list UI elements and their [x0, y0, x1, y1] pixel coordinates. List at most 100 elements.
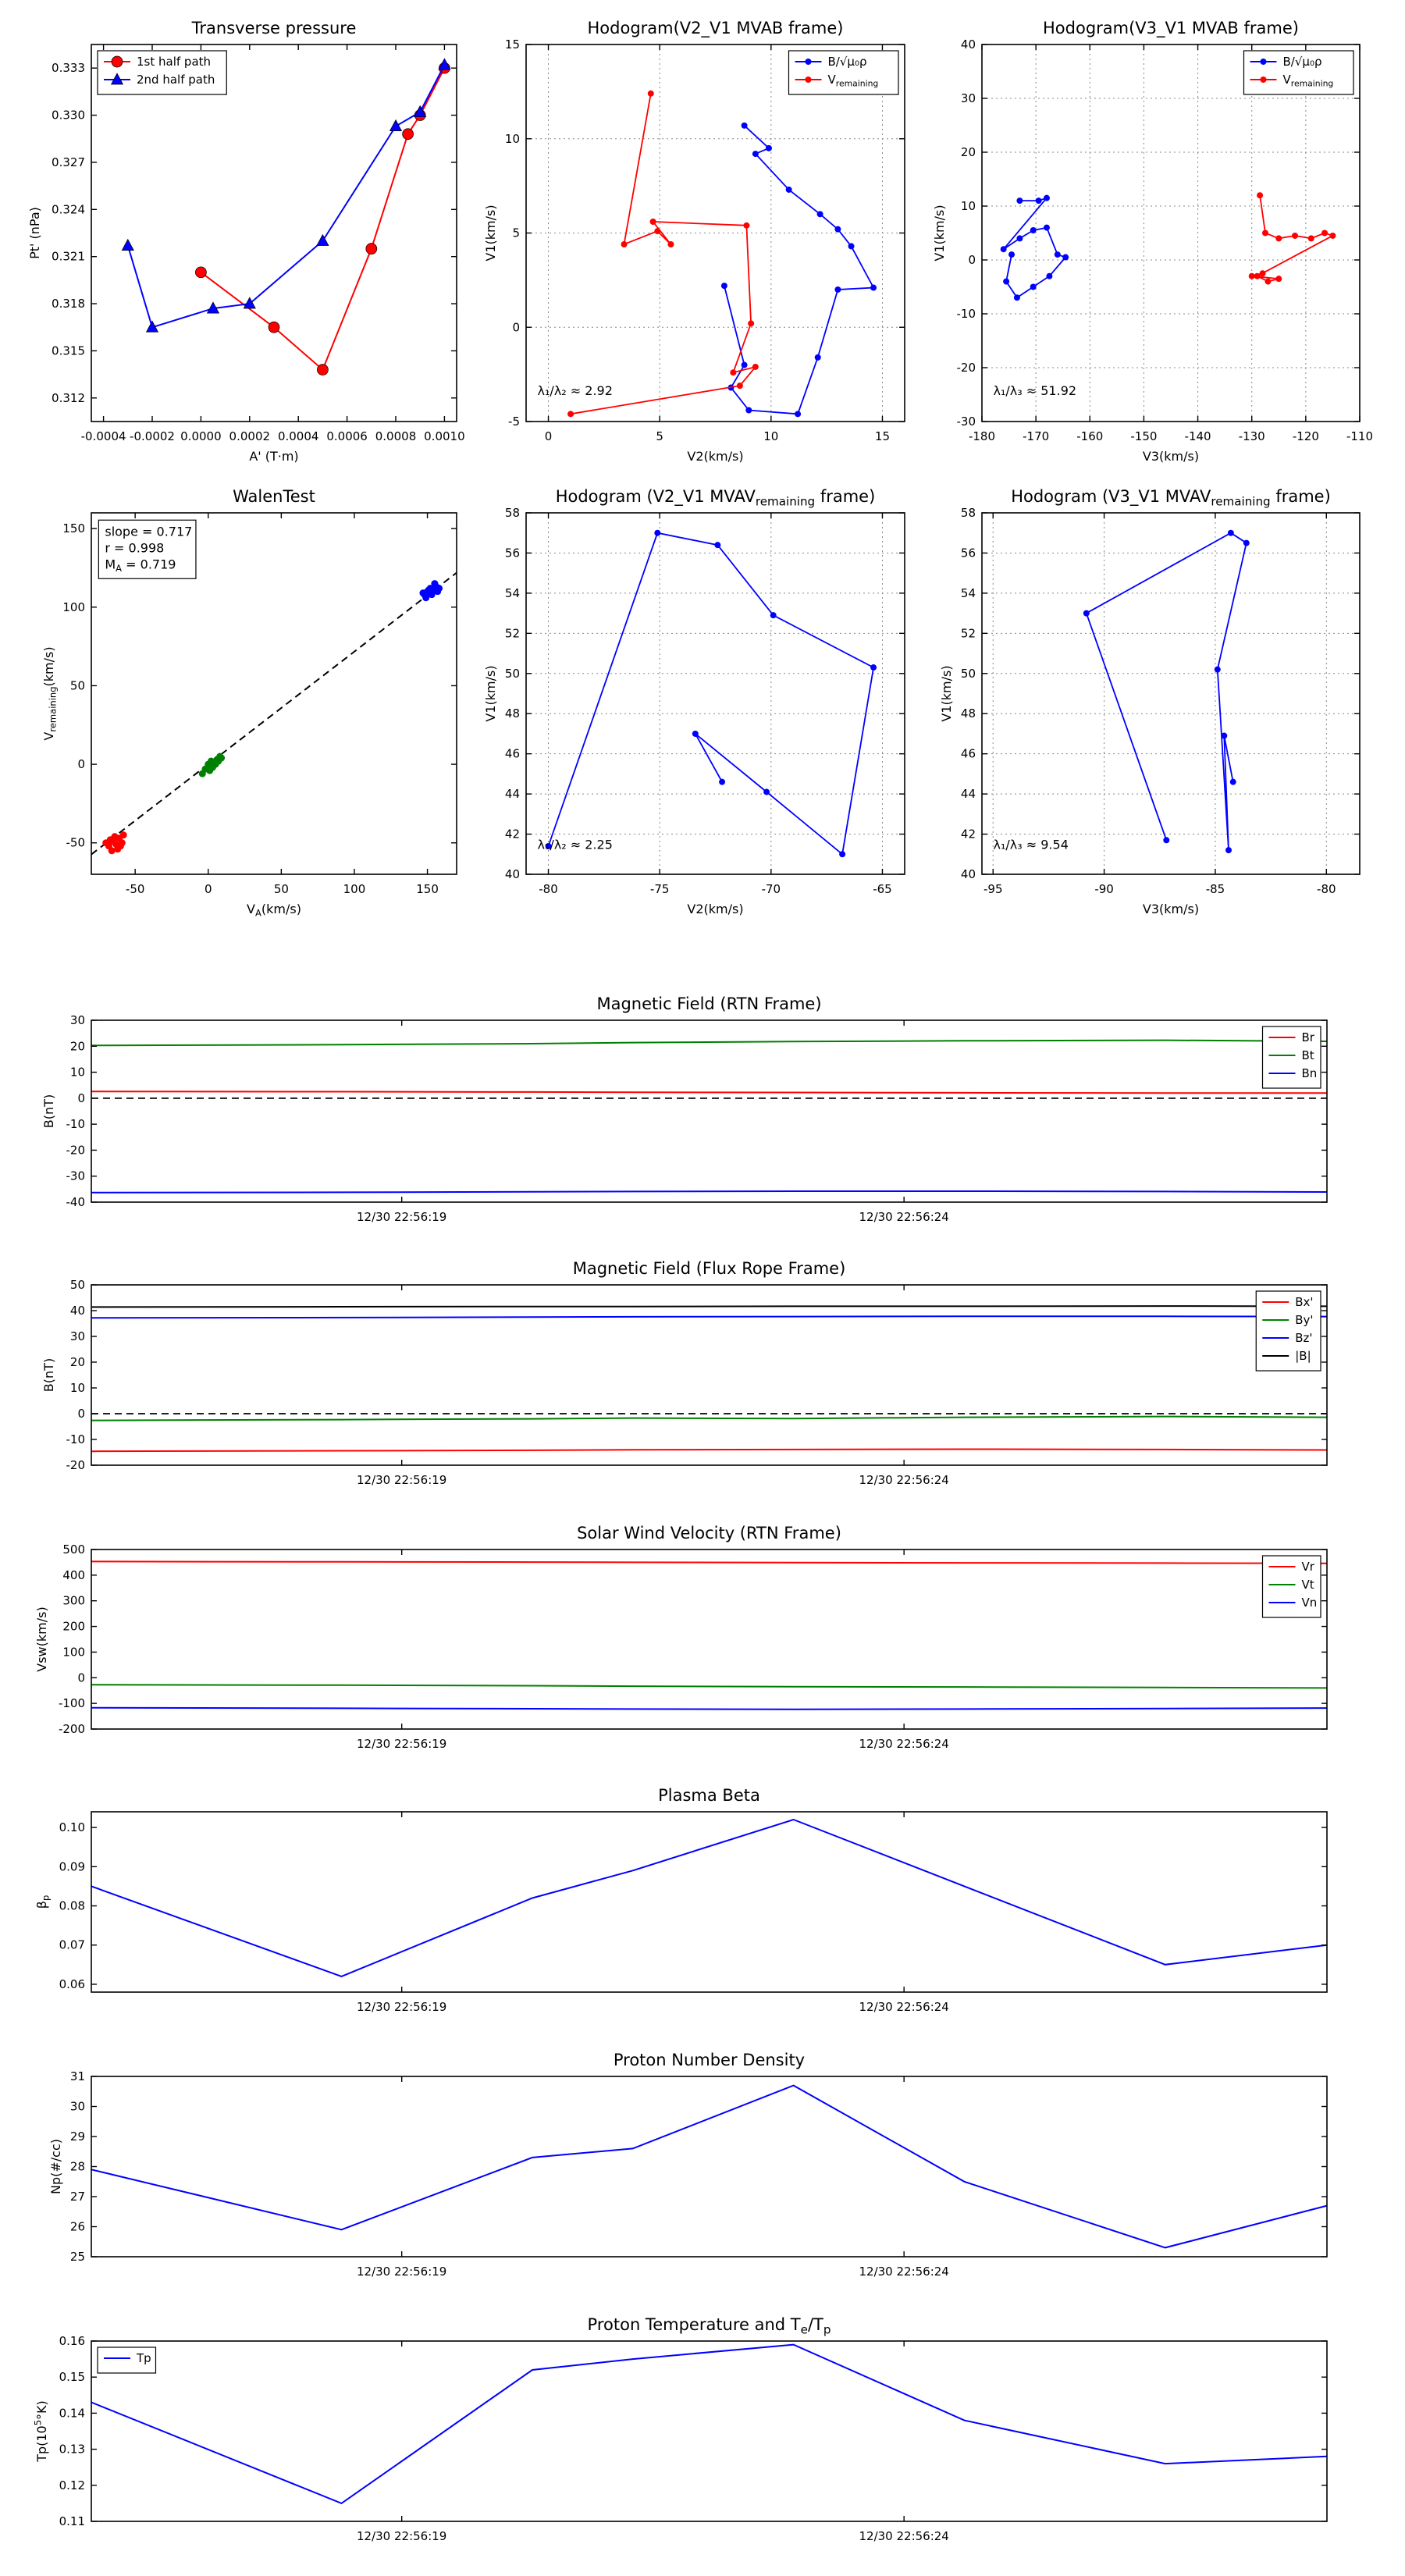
svg-text:0.0002: 0.0002 [229, 429, 271, 443]
svg-text:40: 40 [961, 867, 976, 881]
svg-text:150: 150 [62, 521, 85, 535]
svg-text:Vt: Vt [1302, 1578, 1314, 1592]
axes: 12/30 22:56:19 12/30 22:56:24 -20 -10 0 10 20 3… [66, 1278, 1328, 1487]
svg-text:Br: Br [1302, 1030, 1315, 1044]
legend: Br Bt Bn [1261, 1026, 1321, 1089]
svg-text:0.330: 0.330 [52, 109, 85, 123]
svg-text:56: 56 [961, 546, 976, 560]
svg-text:0: 0 [77, 1407, 85, 1421]
chart-plasma-beta: 12/30 22:56:19 12/30 22:56:24 0.06 0.07 0.08… [34, 1786, 1328, 2014]
svg-text:10: 10 [763, 429, 778, 443]
chart-proton-temp: 12/30 22:56:19 12/30 22:56:24 0.11 0.12 0.13… [33, 2315, 1328, 2543]
svg-text:40: 40 [70, 1304, 85, 1318]
svg-text:λ₁/λ₂ ≈ 2.92: λ₁/λ₂ ≈ 2.92 [538, 383, 613, 398]
svg-text:400: 400 [62, 1568, 85, 1582]
svg-text:20: 20 [70, 1355, 85, 1369]
svg-text:Plasma Beta: Plasma Beta [658, 1786, 760, 1805]
svg-text:10: 10 [505, 132, 520, 146]
svg-text:0.324: 0.324 [52, 202, 85, 216]
svg-text:Pt' (nPa): Pt' (nPa) [27, 207, 42, 259]
svg-text:40: 40 [505, 867, 520, 881]
svg-text:12/30 22:56:19: 12/30 22:56:19 [357, 1473, 446, 1487]
svg-text:λ₁/λ₂ ≈ 2.25: λ₁/λ₂ ≈ 2.25 [538, 838, 613, 852]
svg-text:V1(km/s): V1(km/s) [483, 205, 498, 261]
svg-text:0.327: 0.327 [52, 155, 85, 169]
svg-text:B/√μ₀ρ: B/√μ₀ρ [828, 55, 867, 69]
series-Bn [91, 1190, 1328, 1194]
svg-text:Tp: Tp [136, 2351, 151, 2365]
svg-text:-70: -70 [762, 882, 781, 896]
chart-mag-fluxrope: 12/30 22:56:19 12/30 22:56:24 -20 -10 0 10 20 3… [41, 1259, 1328, 1487]
series-Vn [91, 1706, 1328, 1710]
series-B-magnitude [91, 1305, 1328, 1308]
svg-text:25: 25 [70, 2250, 85, 2264]
svg-text:52: 52 [961, 626, 976, 640]
svg-text:Bx': Bx' [1295, 1295, 1313, 1309]
svg-text:-140: -140 [1185, 429, 1211, 443]
svg-text:-90: -90 [1094, 882, 1114, 896]
svg-text:12/30 22:56:24: 12/30 22:56:24 [859, 2000, 948, 2014]
svg-text:V1(km/s): V1(km/s) [932, 205, 947, 261]
svg-text:0: 0 [545, 429, 553, 443]
chart-mag-rtn: 12/30 22:56:19 12/30 22:56:24 -40 -30 -20 -10… [41, 994, 1328, 1224]
svg-text:V3(km/s): V3(km/s) [1143, 902, 1199, 916]
series-v-remaining [567, 90, 759, 418]
svg-text:0: 0 [968, 253, 976, 267]
svg-text:0.14: 0.14 [59, 2406, 85, 2420]
series-Bx-prime [91, 1448, 1328, 1453]
svg-text:Vremaining: Vremaining [828, 73, 879, 88]
legend: Bx' By' Bz' |B| [1255, 1290, 1321, 1372]
axes: -180 -170 -160 -150 -140 -130 -120 -110 -30 -20 -1… [957, 37, 1374, 443]
svg-text:Solar Wind Velocity (RTN Frame: Solar Wind Velocity (RTN Frame) [577, 1524, 841, 1542]
svg-text:-5: -5 [508, 415, 520, 429]
chart-hodogram-v3v1-mvab: -180 -170 -160 -150 -140 -130 -120 -110 -30 -20 -1… [932, 19, 1373, 464]
svg-text:-110: -110 [1346, 429, 1373, 443]
svg-text:-75: -75 [650, 882, 670, 896]
svg-text:Hodogram(V3_V1 MVAB frame): Hodogram(V3_V1 MVAB frame) [1043, 19, 1299, 38]
svg-text:46: 46 [505, 747, 520, 761]
axes: 12/30 22:56:19 12/30 22:56:24 25 26 27 28 29 30… [70, 2069, 1328, 2279]
svg-text:26: 26 [70, 2220, 85, 2234]
svg-text:0.318: 0.318 [52, 297, 85, 311]
chart-hodogram-v2v1-mvab: 0 5 10 15 -5 0 5 10 15 Hodogram(V2_V1 MVAB frame)… [483, 19, 905, 464]
svg-text:B(nT): B(nT) [41, 1358, 56, 1392]
svg-text:10: 10 [70, 1066, 85, 1080]
svg-text:V2(km/s): V2(km/s) [687, 449, 743, 464]
svg-text:Vr: Vr [1302, 1560, 1315, 1574]
svg-text:VA(km/s): VA(km/s) [247, 902, 301, 919]
series-v-remaining [1248, 192, 1336, 285]
svg-text:12/30 22:56:19: 12/30 22:56:19 [357, 1737, 446, 1751]
svg-text:0.315: 0.315 [52, 343, 85, 358]
svg-text:42: 42 [505, 827, 520, 841]
svg-text:-170: -170 [1023, 429, 1049, 443]
svg-text:-0.0002: -0.0002 [130, 429, 175, 443]
svg-text:2nd half path: 2nd half path [137, 73, 215, 87]
svg-text:40: 40 [961, 37, 976, 52]
series-cluster-red [102, 831, 127, 855]
svg-text:Magnetic Field (RTN Frame): Magnetic Field (RTN Frame) [596, 994, 821, 1013]
svg-text:0.312: 0.312 [52, 391, 85, 405]
svg-text:-130: -130 [1239, 429, 1265, 443]
svg-text:100: 100 [62, 600, 85, 614]
series-Vt [91, 1684, 1328, 1689]
svg-text:12/30 22:56:19: 12/30 22:56:19 [357, 2000, 446, 2014]
axes: 0 5 10 15 -5 0 5 10 15 [505, 37, 905, 443]
svg-text:V3(km/s): V3(km/s) [1143, 449, 1199, 464]
svg-text:Vn: Vn [1302, 1596, 1318, 1610]
svg-text:50: 50 [274, 882, 289, 896]
legend: Tp [97, 2347, 157, 2374]
chart-proton-density: 12/30 22:56:19 12/30 22:56:24 25 26 27 28 29 30… [48, 2051, 1328, 2279]
svg-text:V2(km/s): V2(km/s) [687, 902, 743, 916]
svg-text:30: 30 [70, 2100, 85, 2114]
axes: 12/30 22:56:19 12/30 22:56:24 0.11 0.12 0.13… [59, 2334, 1328, 2543]
svg-text:A' (T·m): A' (T·m) [249, 449, 298, 464]
series-alfven-velocity [1000, 194, 1069, 301]
svg-text:-50: -50 [126, 882, 145, 896]
axes: 12/30 22:56:19 12/30 22:56:24 -40 -30 -20 -10… [66, 1013, 1328, 1224]
svg-text:300: 300 [62, 1594, 85, 1608]
svg-text:12/30 22:56:19: 12/30 22:56:19 [357, 2265, 446, 2279]
svg-text:Np(#/cc): Np(#/cc) [48, 2139, 63, 2194]
svg-text:-20: -20 [957, 361, 976, 375]
svg-text:slope = 0.717: slope = 0.717 [105, 524, 192, 539]
